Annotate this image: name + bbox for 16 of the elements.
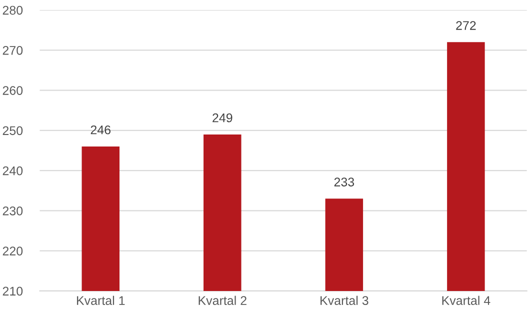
y-tick-label: 260 — [2, 86, 23, 95]
y-tick-label: 220 — [2, 246, 23, 256]
y-tick-label: 230 — [2, 206, 23, 216]
x-tick-label: Kvartal 2 — [198, 296, 246, 305]
y-tick-label: 240 — [2, 166, 23, 176]
y-tick-label: 270 — [2, 46, 23, 55]
y-tick-label: 210 — [2, 286, 23, 296]
y-tick-label: 280 — [2, 6, 23, 15]
data-label: 272 — [456, 21, 476, 30]
data-label: 249 — [212, 113, 232, 122]
data-label: 246 — [90, 125, 111, 134]
data-label: 233 — [334, 178, 354, 186]
x-tick-label: Kvartal 3 — [320, 296, 368, 305]
y-tick-label: 250 — [2, 126, 23, 136]
x-tick-label: Kvartal 1 — [76, 296, 125, 305]
x-tick-label: Kvartal 4 — [442, 296, 490, 305]
